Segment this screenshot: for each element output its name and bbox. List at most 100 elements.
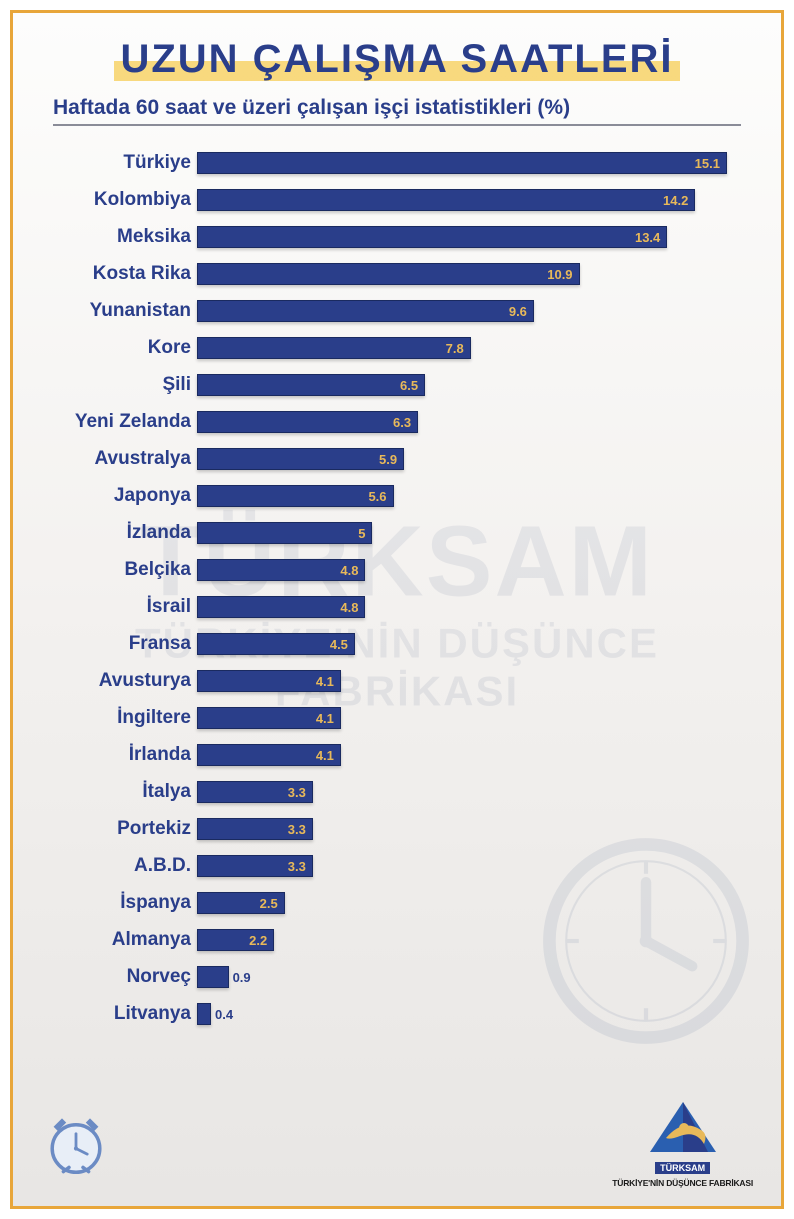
bar: 5.6 bbox=[197, 485, 394, 507]
bar-row: İspanya 2.5 bbox=[13, 884, 741, 921]
bar-value: 6.5 bbox=[400, 375, 418, 397]
bar: 6.3 bbox=[197, 411, 418, 433]
bar-track: 6.3 bbox=[197, 411, 741, 433]
bar-row: İtalya3.3 bbox=[13, 773, 741, 810]
bar-row: Litvanya0.4 bbox=[13, 995, 741, 1032]
bar-value: 9.6 bbox=[509, 301, 527, 323]
bar-track: 4.5 bbox=[197, 633, 741, 655]
bar: 15.1 bbox=[197, 152, 727, 174]
bar-row: Almanya2.2 bbox=[13, 921, 741, 958]
bar-track: 5.6 bbox=[197, 485, 741, 507]
bar-value: 3.3 bbox=[288, 819, 306, 841]
bar-label: Avusturya bbox=[13, 670, 197, 692]
logo-name: TÜRKSAM bbox=[655, 1162, 710, 1174]
bar: 4.1 bbox=[197, 744, 341, 766]
bar-label: Meksika bbox=[13, 226, 197, 248]
bar-track: 2.2 bbox=[197, 929, 741, 951]
bar-row: İrlanda 4.1 bbox=[13, 736, 741, 773]
bar-value: 4.8 bbox=[340, 560, 358, 582]
bar-label: Norveç bbox=[13, 966, 197, 988]
bar: 3.3 bbox=[197, 818, 313, 840]
bar: 14.2 bbox=[197, 189, 695, 211]
bar-value: 15.1 bbox=[695, 153, 720, 175]
bar-label: İzlanda bbox=[13, 522, 197, 544]
bar-label: Japonya bbox=[13, 485, 197, 507]
bar-track: 4.8 bbox=[197, 596, 741, 618]
bar-value: 5 bbox=[358, 523, 365, 545]
bar-row: Meksika 13.4 bbox=[13, 218, 741, 255]
bar-track: 14.2 bbox=[197, 189, 741, 211]
bar-label: Kosta Rika bbox=[13, 263, 197, 285]
bar-value: 4.1 bbox=[316, 745, 334, 767]
bar: 3.3 bbox=[197, 781, 313, 803]
bar-label: Yeni Zelanda bbox=[13, 411, 197, 433]
bar-row: Kolombiya14.2 bbox=[13, 181, 741, 218]
bar-row: İngiltere 4.1 bbox=[13, 699, 741, 736]
bar-label: A.B.D. bbox=[13, 855, 197, 877]
bar-label: Portekiz bbox=[13, 818, 197, 840]
bar-value: 5.6 bbox=[368, 486, 386, 508]
bar-value: 4.1 bbox=[316, 671, 334, 693]
bar-row: Türkiye 15.1 bbox=[13, 144, 741, 181]
alarm-clock-icon bbox=[41, 1110, 111, 1180]
bar-value: 13.4 bbox=[635, 227, 660, 249]
logo-tagline: TÜRKİYE'NİN DÜŞÜNCE FABRİKASI bbox=[612, 1178, 753, 1188]
bar: 6.5 bbox=[197, 374, 425, 396]
bar-label: Belçika bbox=[13, 559, 197, 581]
bar-label: İspanya bbox=[13, 892, 197, 914]
bar-label: İrlanda bbox=[13, 744, 197, 766]
bar-track: 4.1 bbox=[197, 744, 741, 766]
divider bbox=[53, 124, 741, 126]
bar: 3.3 bbox=[197, 855, 313, 877]
bar-track: 5.9 bbox=[197, 448, 741, 470]
bar-row: Belçika 4.8 bbox=[13, 551, 741, 588]
bar-value: 4.5 bbox=[330, 634, 348, 656]
bar-row: A.B.D. 3.3 bbox=[13, 847, 741, 884]
bar-label: Almanya bbox=[13, 929, 197, 951]
bar-chart: Türkiye 15.1 Kolombiya14.2 Meksika 13.4 Kosta… bbox=[13, 144, 741, 1032]
bar-label: Kore bbox=[13, 337, 197, 359]
bar-row: Norveç0.9 bbox=[13, 958, 741, 995]
bar-label: İsrail bbox=[13, 596, 197, 618]
bar-row: Kore7.8 bbox=[13, 329, 741, 366]
bar: 0.4 bbox=[197, 1003, 211, 1025]
bar: 5 bbox=[197, 522, 372, 544]
infographic-frame: TÜRKSAM TÜRKİYE'NİN DÜŞÜNCE FABRİKASI UZ… bbox=[10, 10, 784, 1209]
bar-row: Fransa4.5 bbox=[13, 625, 741, 662]
bar-row: İsrail 4.8 bbox=[13, 588, 741, 625]
bar-value: 4.8 bbox=[340, 597, 358, 619]
bar: 9.6 bbox=[197, 300, 534, 322]
bar: 0.9 bbox=[197, 966, 229, 988]
bar-row: Yunanistan 9.6 bbox=[13, 292, 741, 329]
bar-value: 3.3 bbox=[288, 856, 306, 878]
bar-value: 0.4 bbox=[210, 1004, 233, 1026]
bar-value: 0.9 bbox=[228, 967, 251, 989]
bar: 4.8 bbox=[197, 596, 365, 618]
bar-value: 14.2 bbox=[663, 190, 688, 212]
bar-track: 7.8 bbox=[197, 337, 741, 359]
bar: 10.9 bbox=[197, 263, 580, 285]
bar: 4.8 bbox=[197, 559, 365, 581]
bar-track: 5 bbox=[197, 522, 741, 544]
bar-label: Yunanistan bbox=[13, 300, 197, 322]
bar: 5.9 bbox=[197, 448, 404, 470]
bar-label: Avustralya bbox=[13, 448, 197, 470]
bar-track: 13.4 bbox=[197, 226, 741, 248]
bar-track: 4.8 bbox=[197, 559, 741, 581]
subtitle: Haftada 60 saat ve üzeri çalışan işçi is… bbox=[53, 96, 741, 120]
bar-value: 2.5 bbox=[260, 893, 278, 915]
bar-value: 5.9 bbox=[379, 449, 397, 471]
bar: 7.8 bbox=[197, 337, 471, 359]
bar-track: 4.1 bbox=[197, 670, 741, 692]
bar: 4.1 bbox=[197, 670, 341, 692]
bar: 13.4 bbox=[197, 226, 667, 248]
bar-track: 10.9 bbox=[197, 263, 741, 285]
bar-track: 3.3 bbox=[197, 781, 741, 803]
bar-value: 4.1 bbox=[316, 708, 334, 730]
bar-label: İngiltere bbox=[13, 707, 197, 729]
bar-label: Litvanya bbox=[13, 1003, 197, 1025]
bar-label: Türkiye bbox=[13, 152, 197, 174]
bar-row: Avusturya 4.1 bbox=[13, 662, 741, 699]
bar-track: 2.5 bbox=[197, 892, 741, 914]
bar-row: Kosta Rika10.9 bbox=[13, 255, 741, 292]
